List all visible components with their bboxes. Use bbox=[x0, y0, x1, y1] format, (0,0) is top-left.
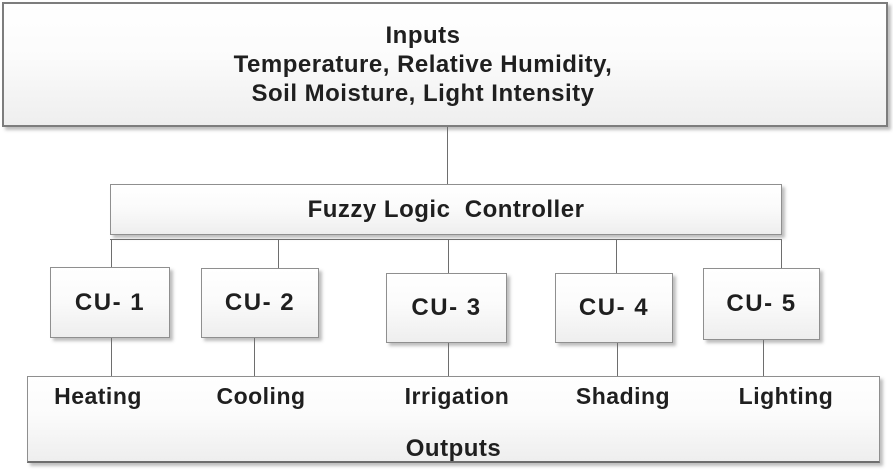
connector-cu4-to-outputs bbox=[617, 343, 618, 376]
output-label-heating: Heating bbox=[54, 383, 142, 409]
cu5-label: CU- 5 bbox=[726, 290, 797, 317]
connector-cu3-to-outputs bbox=[448, 343, 449, 376]
inputs-title: Inputs bbox=[385, 22, 461, 49]
output-label-cooling: Cooling bbox=[216, 383, 306, 409]
connector-cu1-to-outputs bbox=[111, 338, 112, 376]
connector-bus-to-cu2 bbox=[278, 240, 279, 268]
cu3-box: CU- 3 bbox=[386, 273, 507, 343]
connector-inputs-to-controller bbox=[447, 127, 448, 184]
output-label-irrigation: Irrigation bbox=[404, 383, 510, 409]
inputs-subtitle-line2: Soil Moisture, Light Intensity bbox=[251, 80, 595, 107]
fuzzy-logic-controller-box: Fuzzy Logic Controller bbox=[110, 184, 782, 235]
inputs-box: Inputs Temperature, Relative Humidity, S… bbox=[2, 2, 888, 127]
connector-bus-to-cu5 bbox=[781, 240, 782, 268]
cu3-label: CU- 3 bbox=[411, 294, 482, 321]
cu4-label: CU- 4 bbox=[578, 294, 650, 321]
connector-bus-to-cu1 bbox=[111, 240, 112, 267]
cu2-label: CU- 2 bbox=[224, 289, 296, 316]
cu2-box: CU- 2 bbox=[201, 268, 319, 338]
cu4-box: CU- 4 bbox=[555, 273, 673, 343]
connector-bus-to-cu4 bbox=[616, 240, 617, 273]
output-label-shading: Shading bbox=[575, 383, 671, 409]
inputs-subtitle-line1: Temperature, Relative Humidity, bbox=[233, 51, 613, 78]
cu1-box: CU- 1 bbox=[50, 267, 170, 338]
fuzzy-logic-controller-label: Fuzzy Logic Controller bbox=[307, 195, 585, 223]
outputs-title: Outputs bbox=[405, 435, 502, 462]
controller-bus-line bbox=[110, 239, 782, 240]
output-label-lighting: Lighting bbox=[738, 383, 834, 409]
connector-bus-to-cu3 bbox=[448, 240, 449, 273]
connector-cu5-to-outputs bbox=[763, 340, 764, 376]
outputs-box: Heating Cooling Irrigation Shading Light… bbox=[27, 376, 880, 463]
connector-cu2-to-outputs bbox=[254, 338, 255, 376]
cu5-box: CU- 5 bbox=[703, 268, 820, 340]
cu1-label: CU- 1 bbox=[74, 288, 146, 316]
